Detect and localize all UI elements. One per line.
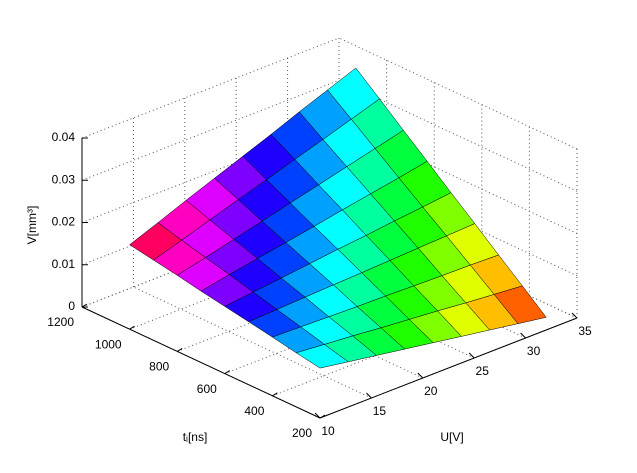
x-axis-label: U[V] [440,430,463,444]
x-tick-label: 25 [476,364,490,378]
x-tick-label: 10 [321,424,335,438]
tick-mark [272,392,278,397]
z-tick-label: 0.01 [52,257,76,271]
tick-mark [468,352,475,359]
tick-mark [571,312,578,319]
axis-line [319,317,578,419]
tick-mark [224,370,231,375]
y-tick-label: 1000 [95,337,122,351]
y-tick-label: 800 [149,360,169,374]
axis-line [81,306,321,419]
tick-mark [319,414,326,419]
x-tick-label: 30 [527,344,541,358]
y-tick-label: 400 [244,404,264,418]
y-tick-label: 1200 [47,315,74,329]
z-tick-label: 0 [68,299,75,313]
z-tick-label: 0.04 [52,130,76,144]
y-axis-label: tᵢ[ns] [183,430,208,444]
z-tick-label: 0.02 [52,215,76,229]
tick-mark [129,325,135,330]
z-tick-label: 0.03 [52,172,76,186]
x-tick-label: 35 [578,324,592,338]
tick-mark [366,392,372,399]
z-axis-label: V[mm³] [25,206,39,245]
x-tick-label: 15 [373,404,387,418]
tick-mark [176,347,183,352]
y-tick-label: 600 [197,382,217,396]
tick-mark [417,372,424,379]
surface-cell [295,344,349,369]
x-tick-label: 20 [424,384,438,398]
tick-mark [520,332,526,339]
y-tick-label: 200 [292,426,312,440]
tick-mark [314,412,321,419]
